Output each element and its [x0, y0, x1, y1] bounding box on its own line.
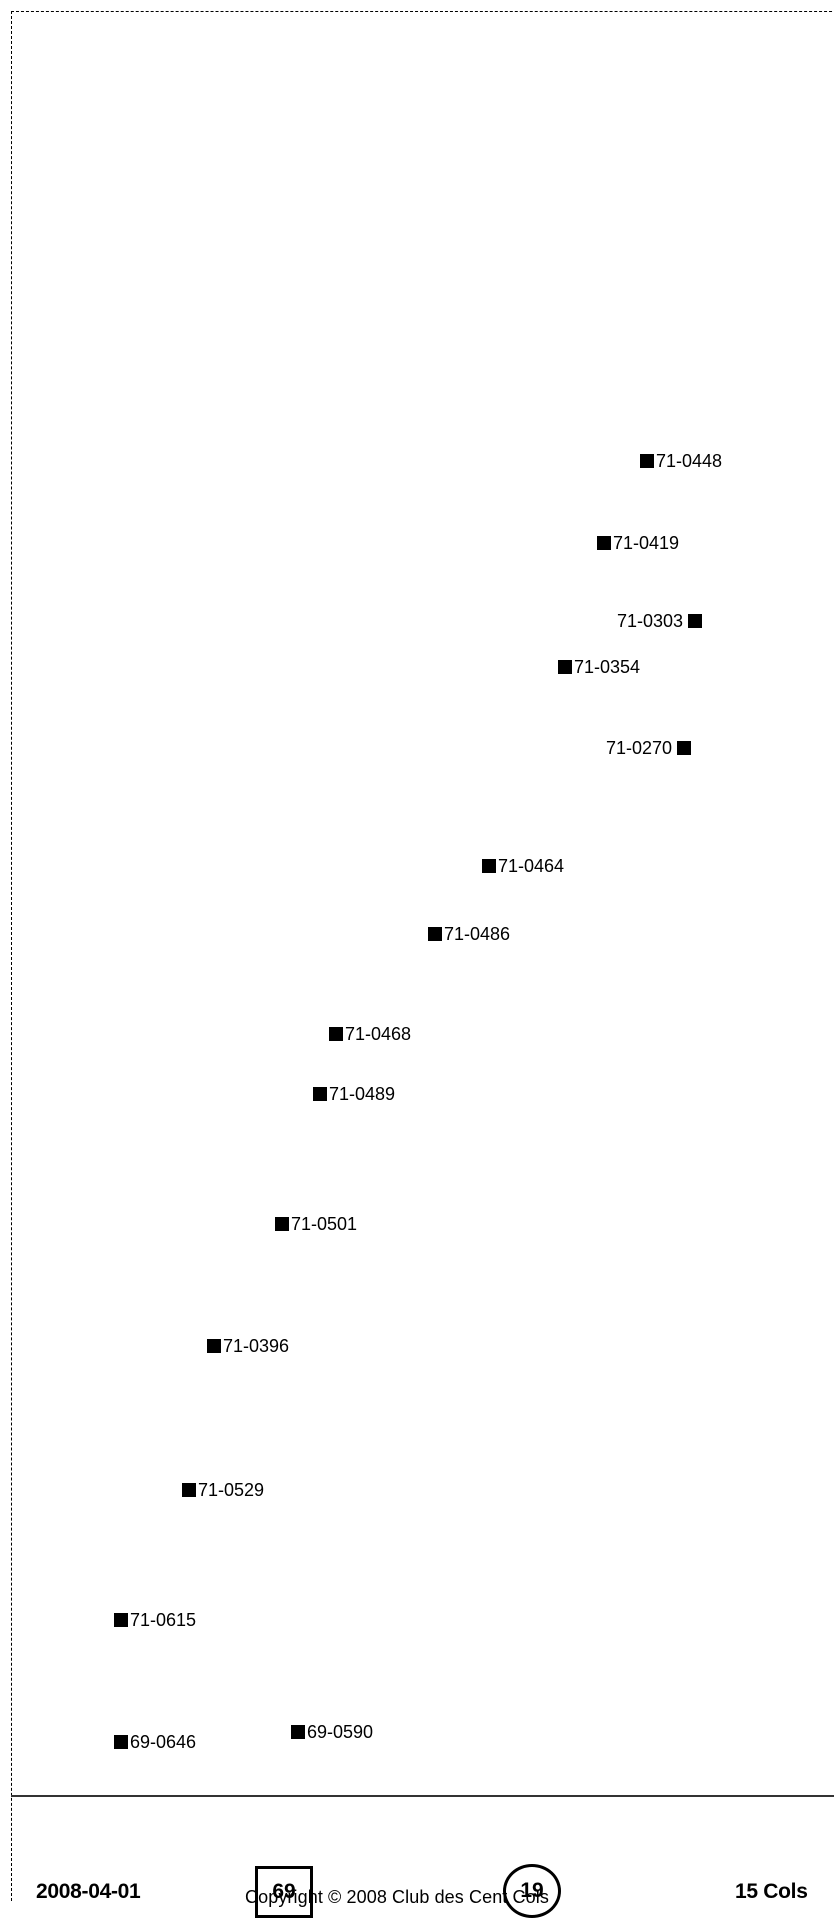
square-marker-icon — [207, 1339, 221, 1353]
col-marker-label: 71-0501 — [291, 1214, 358, 1234]
square-marker-icon — [688, 614, 703, 628]
col-marker-label: 71-0270 — [606, 738, 673, 758]
footer-divider — [11, 1795, 834, 1797]
col-marker-label: 69-0590 — [307, 1722, 374, 1742]
col-marker[interactable]: 71-0489 — [313, 1085, 395, 1103]
col-marker-label: 71-0303 — [617, 611, 684, 631]
square-marker-icon — [597, 536, 611, 550]
col-marker-label: 71-0448 — [656, 451, 723, 471]
square-marker-icon — [640, 454, 654, 468]
map-frame — [11, 11, 834, 1901]
col-marker[interactable]: 71-0448 — [640, 452, 722, 470]
square-marker-icon — [329, 1027, 343, 1041]
square-marker-icon — [313, 1087, 327, 1101]
col-marker-label: 71-0468 — [345, 1024, 412, 1044]
col-marker-label: 71-0529 — [198, 1480, 265, 1500]
square-marker-icon — [275, 1217, 289, 1231]
col-marker-label: 71-0486 — [444, 924, 511, 944]
col-marker[interactable]: 71-0303 — [617, 611, 703, 631]
col-marker[interactable]: 71-0529 — [182, 1481, 264, 1499]
square-marker-icon — [482, 859, 496, 873]
col-marker[interactable]: 71-0615 — [114, 1611, 196, 1629]
square-marker-icon — [114, 1613, 128, 1627]
square-marker-icon — [558, 660, 572, 674]
col-marker[interactable]: 71-0468 — [329, 1025, 411, 1043]
col-marker-label: 71-0464 — [498, 856, 565, 876]
col-marker[interactable]: 71-0396 — [207, 1337, 289, 1355]
col-marker-label: 71-0354 — [574, 657, 641, 677]
col-marker-label: 71-0419 — [613, 533, 680, 553]
square-marker-icon — [677, 741, 692, 755]
col-marker[interactable]: 69-0646 — [114, 1733, 196, 1751]
col-marker-label: 71-0396 — [223, 1336, 290, 1356]
col-marker[interactable]: 71-0270 — [606, 738, 692, 758]
col-marker[interactable]: 71-0464 — [482, 857, 564, 875]
square-marker-icon — [182, 1483, 196, 1497]
square-marker-icon — [291, 1725, 305, 1739]
square-marker-icon — [114, 1735, 128, 1749]
circle-number: 19 — [520, 1879, 544, 1902]
col-marker[interactable]: 71-0419 — [597, 534, 679, 552]
footer-date: 2008-04-01 — [36, 1880, 141, 1903]
col-marker-label: 71-0489 — [329, 1084, 396, 1104]
cols-count: 15 Cols — [735, 1880, 808, 1903]
col-marker-label: 71-0615 — [130, 1610, 197, 1630]
col-marker-label: 69-0646 — [130, 1732, 197, 1752]
square-marker-icon — [428, 927, 442, 941]
col-marker[interactable]: 71-0486 — [428, 925, 510, 943]
copyright: Copyright © 2008 Club des Cent Cols — [245, 1887, 549, 1907]
col-marker[interactable]: 71-0501 — [275, 1215, 357, 1233]
department-number: 69 — [272, 1880, 296, 1903]
col-marker[interactable]: 71-0354 — [558, 658, 640, 676]
col-marker[interactable]: 69-0590 — [291, 1723, 373, 1741]
